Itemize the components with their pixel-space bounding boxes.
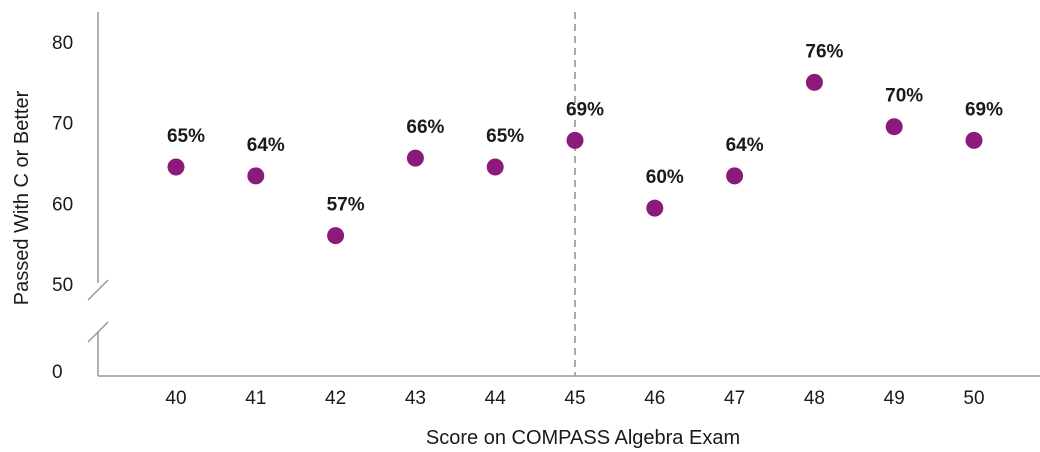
data-point [167, 158, 185, 176]
data-label: 69% [965, 99, 1003, 120]
data-label: 57% [327, 195, 365, 216]
y-tick-label: 60 [52, 194, 73, 215]
data-point [247, 167, 265, 185]
data-label: 76% [805, 41, 843, 62]
x-tick-label: 46 [644, 388, 665, 409]
data-point [965, 131, 983, 149]
data-label: 64% [726, 135, 764, 156]
y-tick-labels: 80 70 60 50 0 [52, 33, 73, 383]
data-label: 66% [406, 117, 444, 138]
x-tick-label: 40 [165, 388, 186, 409]
data-label: 64% [247, 135, 285, 156]
x-tick-label: 43 [405, 388, 426, 409]
x-axis-title: Score on COMPASS Algebra Exam [426, 427, 740, 449]
data-label: 69% [566, 99, 604, 120]
x-tick-labels: 40 41 42 43 44 45 46 47 48 49 50 [165, 388, 984, 409]
chart-axes [87, 12, 1040, 377]
data-label: 60% [646, 167, 684, 188]
y-tick-label: 80 [52, 33, 73, 54]
data-point [406, 149, 424, 167]
data-point [486, 158, 504, 176]
x-tick-label: 45 [564, 388, 585, 409]
x-tick-label: 50 [963, 388, 984, 409]
y-axis-title: Passed With C or Better [11, 90, 33, 305]
data-points [167, 73, 983, 245]
y-tick-label: 50 [52, 275, 73, 296]
x-tick-label: 49 [884, 388, 905, 409]
x-tick-label: 44 [485, 388, 507, 409]
data-label: 70% [885, 86, 923, 107]
data-point [885, 118, 903, 136]
data-labels: 65% 64% 57% 66% 65% 69% 60% 64% 76% 70% 69% [167, 41, 1003, 215]
data-point [726, 167, 744, 185]
data-point [646, 199, 664, 217]
x-tick-label: 41 [245, 388, 266, 409]
data-point [805, 73, 823, 91]
x-tick-label: 42 [325, 388, 346, 409]
data-label: 65% [167, 126, 205, 147]
data-label: 65% [486, 126, 524, 147]
y-tick-label: 0 [52, 362, 63, 383]
x-tick-label: 48 [804, 388, 825, 409]
y-tick-label: 70 [52, 114, 73, 135]
data-point [566, 131, 584, 149]
data-point [327, 227, 345, 245]
axis-break-mark-upper [87, 279, 109, 301]
x-tick-label: 47 [724, 388, 745, 409]
